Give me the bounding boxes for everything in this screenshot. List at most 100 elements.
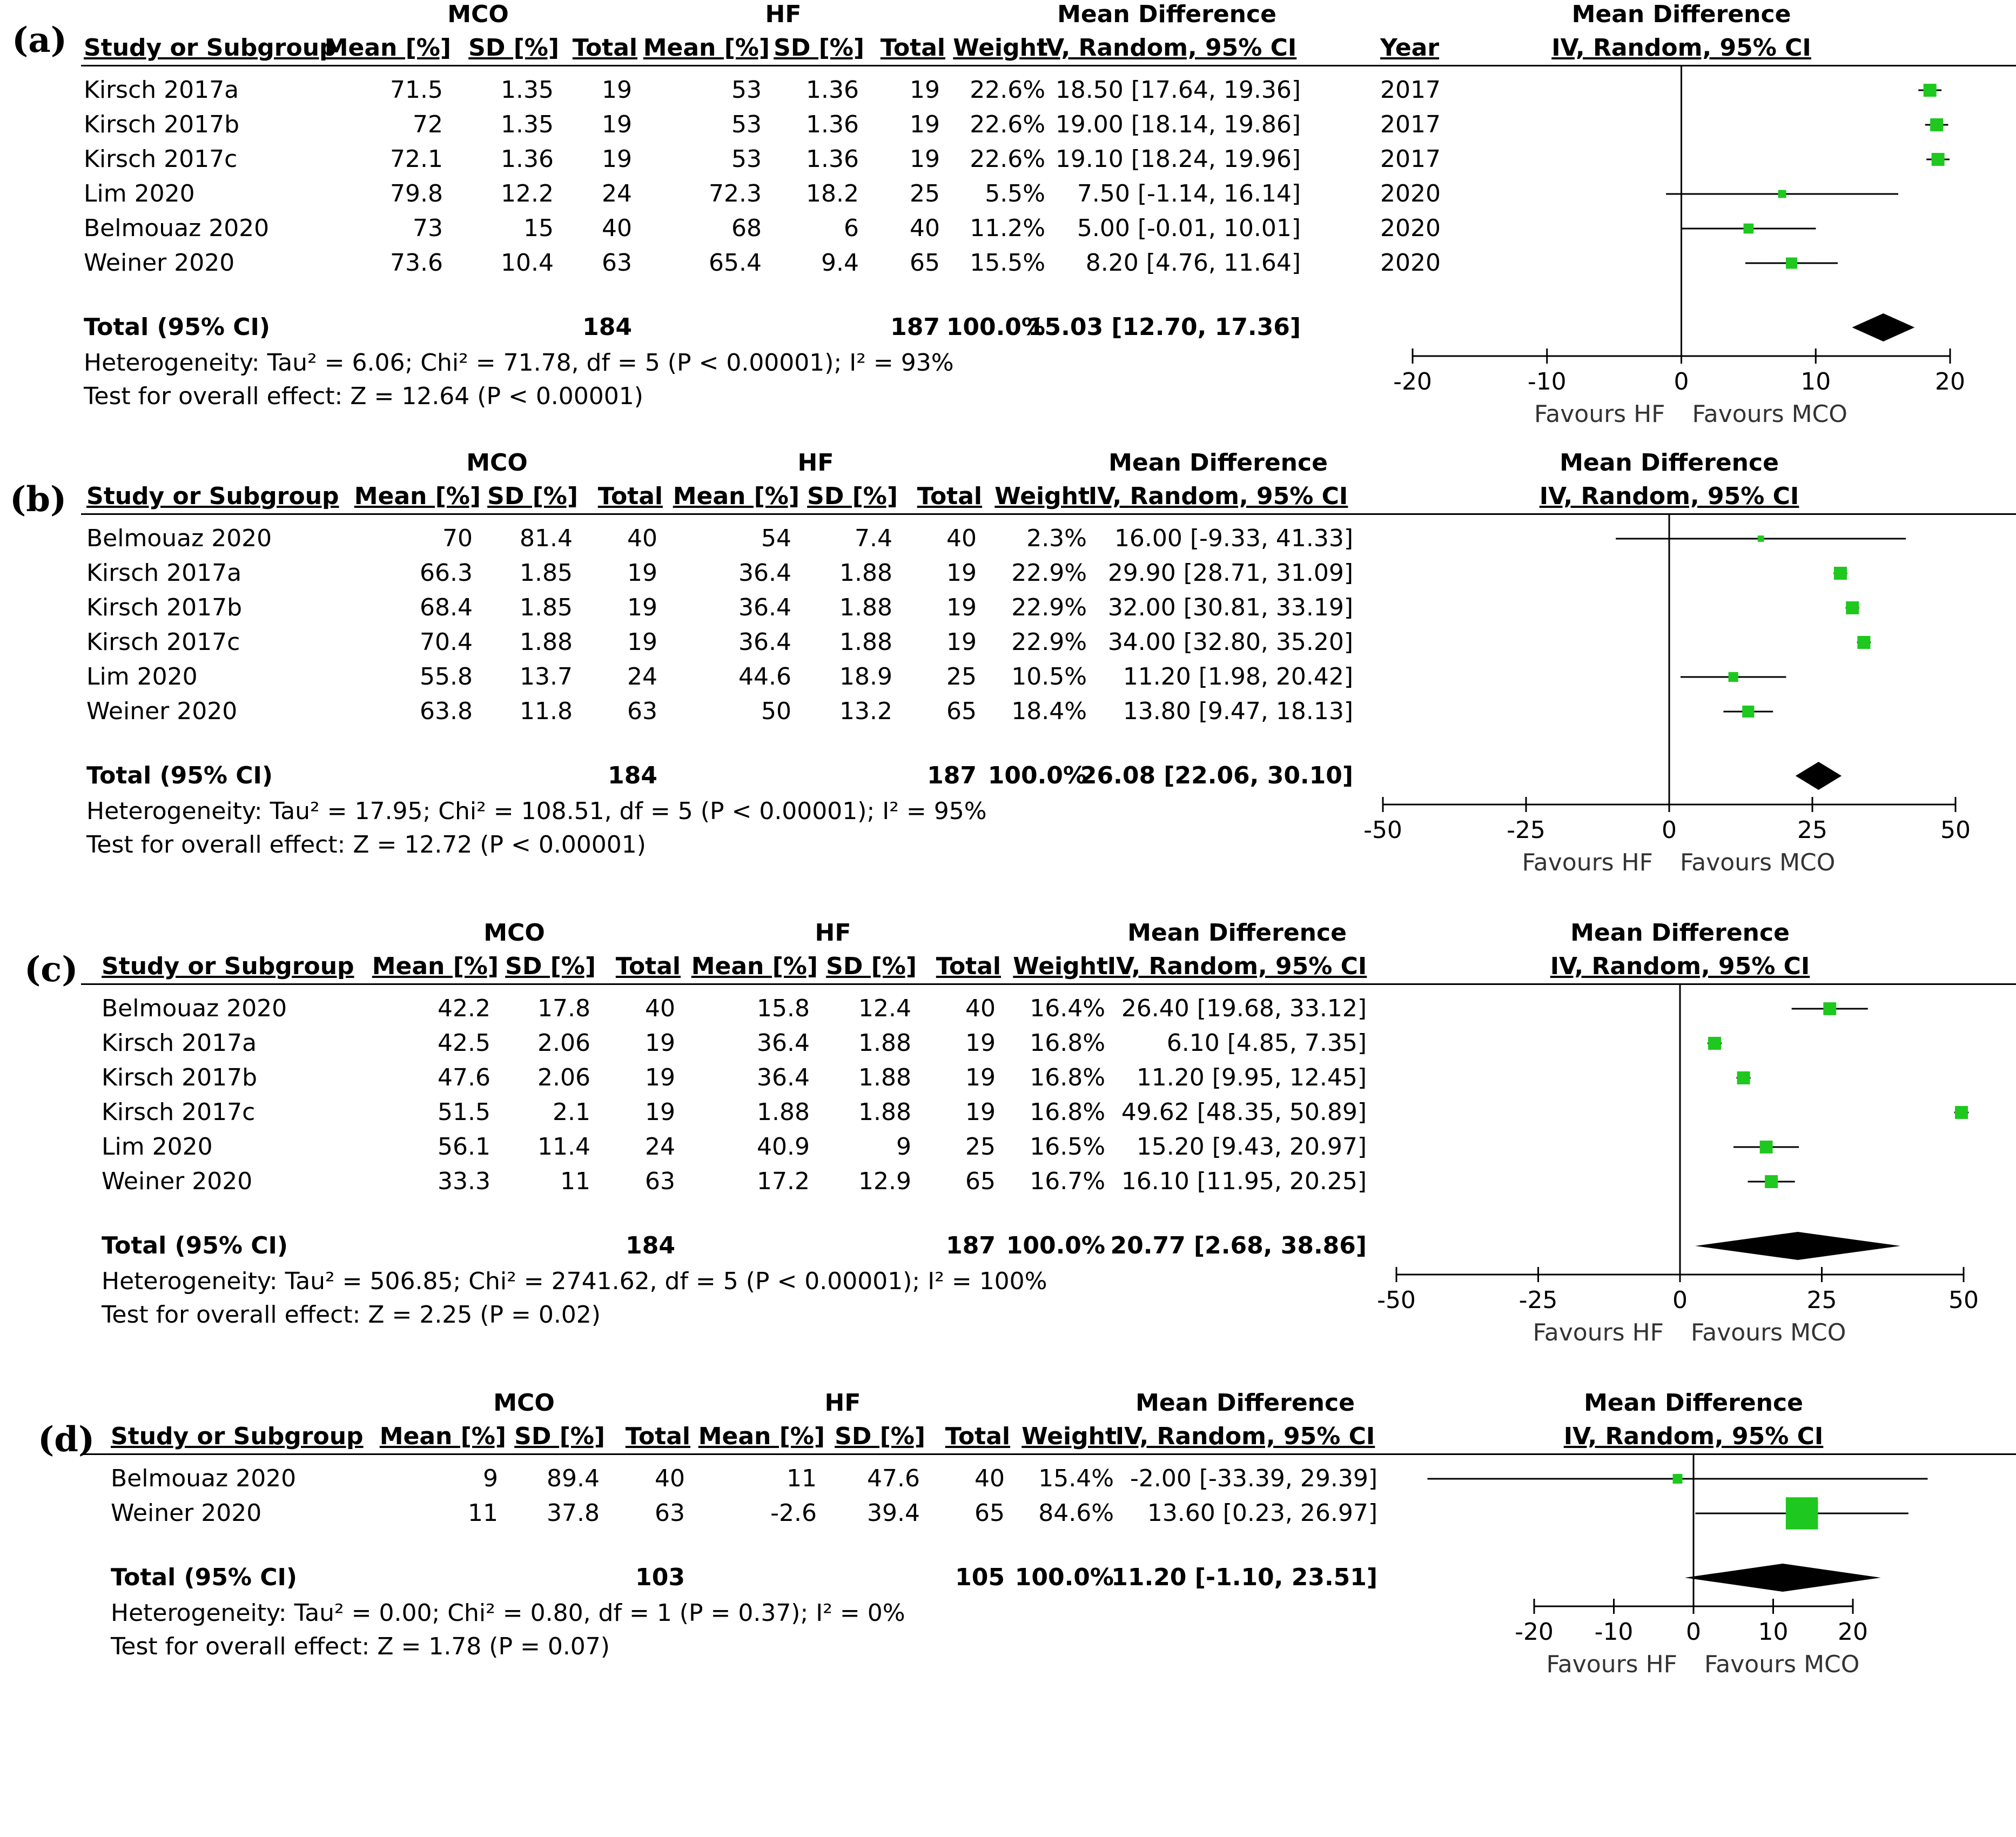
effect-header: Mean Difference bbox=[1057, 1, 1276, 28]
x-tick-label: 0 bbox=[1672, 1286, 1688, 1314]
total-weight: 100.0% bbox=[1014, 1564, 1114, 1591]
total-ci: 20.77 [2.68, 38.86] bbox=[1110, 1232, 1367, 1259]
x-tick-label: -25 bbox=[1519, 1286, 1558, 1314]
hf-total: 19 bbox=[946, 594, 977, 621]
hf-sd: 1.88 bbox=[858, 1029, 911, 1057]
mean-difference-ci: 49.62 [48.35, 50.89] bbox=[1121, 1098, 1367, 1126]
mean-difference-ci: 6.10 [4.85, 7.35] bbox=[1166, 1029, 1367, 1057]
col-header-year: Year bbox=[1380, 34, 1440, 62]
panel-label: (c) bbox=[24, 949, 78, 990]
group-header-hf: HF bbox=[815, 919, 851, 947]
point-estimate-square bbox=[1785, 1497, 1818, 1530]
hf-total: 25 bbox=[965, 1133, 996, 1161]
mco-total: 63 bbox=[602, 249, 632, 277]
hf-mean: 1.88 bbox=[757, 1098, 810, 1126]
weight: 22.9% bbox=[1011, 628, 1087, 656]
plot-effect-header: Mean Difference bbox=[1570, 919, 1790, 947]
hf-mean: 15.8 bbox=[757, 995, 810, 1022]
point-estimate-square bbox=[1823, 1002, 1837, 1015]
total-weight: 100.0% bbox=[946, 313, 1045, 341]
favours-mco-label: Favours MCO bbox=[1680, 849, 1835, 876]
hf-sd: 1.36 bbox=[806, 76, 859, 104]
study-name: Kirsch 2017b bbox=[102, 1064, 258, 1091]
hf-sd: 1.88 bbox=[839, 594, 892, 621]
study-name: Kirsch 2017c bbox=[86, 628, 240, 656]
col-header-total-hf: Total bbox=[917, 482, 982, 510]
x-tick-label: 20 bbox=[1838, 1618, 1868, 1646]
study-name: Kirsch 2017b bbox=[86, 594, 243, 621]
favours-mco-label: Favours MCO bbox=[1691, 1319, 1846, 1346]
study-year: 2020 bbox=[1380, 249, 1441, 277]
hf-total: 65 bbox=[946, 698, 977, 725]
x-tick-label: 0 bbox=[1686, 1618, 1701, 1646]
mean-difference-ci: 19.10 [18.24, 19.96] bbox=[1055, 145, 1301, 173]
mean-difference-ci: 29.90 [28.71, 31.09] bbox=[1107, 559, 1353, 587]
study-name: Belmouaz 2020 bbox=[84, 214, 270, 242]
weight: 10.5% bbox=[1011, 663, 1087, 690]
header-rule bbox=[81, 983, 2016, 985]
weight: 22.6% bbox=[970, 76, 1045, 104]
mco-sd: 37.8 bbox=[547, 1499, 600, 1527]
mco-mean: 68.4 bbox=[420, 594, 473, 621]
group-header-mco: MCO bbox=[493, 1389, 555, 1417]
hf-total: 25 bbox=[910, 180, 940, 207]
hf-sd: 9.4 bbox=[821, 249, 859, 277]
x-tick-label: -50 bbox=[1377, 1286, 1416, 1314]
total-label: Total (95% CI) bbox=[86, 762, 273, 789]
overall-effect-text: Test for overall effect: Z = 12.72 (P < … bbox=[86, 831, 646, 859]
mco-sd: 10.4 bbox=[501, 249, 554, 277]
hf-total: 40 bbox=[975, 1465, 1005, 1492]
study-year: 2020 bbox=[1380, 180, 1441, 207]
study-year: 2020 bbox=[1380, 214, 1441, 242]
mco-sd: 2.06 bbox=[537, 1064, 590, 1091]
point-estimate-square bbox=[1930, 118, 1944, 131]
mco-mean: 73 bbox=[413, 214, 443, 242]
col-header-study: Study or Subgroup bbox=[102, 953, 354, 980]
col-header-total-mco: Total bbox=[572, 34, 637, 62]
weight: 84.6% bbox=[1038, 1499, 1114, 1527]
plot-col-header-ci: IV, Random, 95% CI bbox=[1551, 34, 1811, 62]
heterogeneity-text: Heterogeneity: Tau² = 17.95; Chi² = 108.… bbox=[86, 797, 987, 825]
col-header-sd-hf: SD [%] bbox=[826, 953, 917, 980]
mean-difference-ci: 34.00 [32.80, 35.20] bbox=[1107, 628, 1353, 656]
mco-mean: 79.8 bbox=[390, 180, 443, 207]
hf-mean: 65.4 bbox=[709, 249, 762, 277]
mean-difference-ci: 8.20 [4.76, 11.64] bbox=[1085, 249, 1301, 277]
study-name: Kirsch 2017a bbox=[102, 1029, 257, 1057]
mco-sd: 89.4 bbox=[547, 1465, 600, 1492]
col-header-mean-mco: Mean [%] bbox=[379, 1423, 506, 1450]
hf-sd: 1.36 bbox=[806, 111, 859, 138]
mco-total: 63 bbox=[655, 1499, 685, 1527]
mco-mean: 66.3 bbox=[420, 559, 473, 587]
mco-sd: 81.4 bbox=[520, 525, 573, 552]
col-header-mean-hf: Mean [%] bbox=[643, 34, 770, 62]
mco-total: 40 bbox=[645, 995, 675, 1022]
hf-sd: 9 bbox=[896, 1133, 911, 1161]
x-tick-label: -20 bbox=[1515, 1618, 1554, 1646]
hf-sd: 47.6 bbox=[867, 1465, 920, 1492]
point-estimate-square bbox=[1757, 535, 1764, 542]
total-mco: 103 bbox=[635, 1564, 685, 1591]
mco-sd: 1.35 bbox=[501, 76, 554, 104]
mco-sd: 1.85 bbox=[520, 559, 573, 587]
hf-total: 19 bbox=[965, 1064, 996, 1091]
weight: 22.6% bbox=[970, 111, 1045, 138]
mco-sd: 17.8 bbox=[537, 995, 590, 1022]
x-tick-label: 0 bbox=[1662, 816, 1677, 844]
col-header-ci: IV, Random, 95% CI bbox=[1115, 1423, 1375, 1450]
mean-difference-ci: 19.00 [18.14, 19.86] bbox=[1055, 111, 1301, 138]
study-name: Weiner 2020 bbox=[84, 249, 235, 277]
mco-sd: 12.2 bbox=[501, 180, 554, 207]
mco-mean: 72 bbox=[413, 111, 443, 138]
weight: 16.4% bbox=[1030, 995, 1105, 1022]
hf-sd: 12.4 bbox=[858, 995, 911, 1022]
plot-effect-header: Mean Difference bbox=[1584, 1389, 1803, 1417]
mean-difference-ci: 16.00 [-9.33, 41.33] bbox=[1114, 525, 1353, 552]
mean-difference-ci: 13.60 [0.23, 26.97] bbox=[1147, 1499, 1377, 1527]
group-header-hf: HF bbox=[765, 1, 802, 28]
total-mco: 184 bbox=[626, 1232, 675, 1259]
overall-effect-text: Test for overall effect: Z = 1.78 (P = 0… bbox=[111, 1633, 610, 1660]
weight: 16.5% bbox=[1030, 1133, 1105, 1161]
mean-difference-ci: 13.80 [9.47, 18.13] bbox=[1123, 698, 1353, 725]
total-ci: 15.03 [12.70, 17.36] bbox=[1027, 313, 1301, 341]
